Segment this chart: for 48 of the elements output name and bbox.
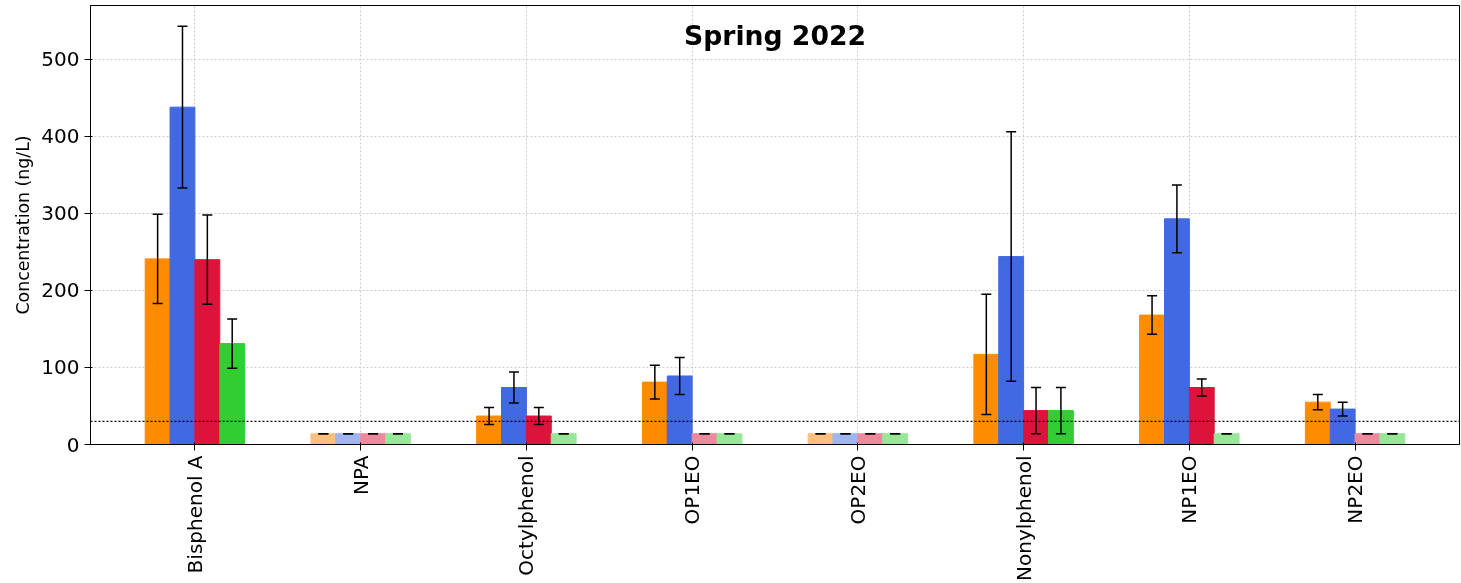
bar [1379, 433, 1406, 445]
y-tick-label: 400 [41, 124, 80, 149]
bar [385, 433, 411, 445]
y-tick-label: 100 [41, 355, 80, 380]
bar [1023, 410, 1049, 445]
bar [144, 258, 171, 445]
bar [1047, 410, 1074, 445]
bar [501, 387, 527, 445]
x-tick-label: NP1EO [1177, 455, 1202, 524]
bar [716, 433, 743, 445]
bar [641, 381, 668, 445]
bar [1188, 387, 1215, 445]
bar [1139, 314, 1165, 445]
y-tick-label: 200 [41, 278, 80, 303]
bar [310, 433, 337, 445]
bar [1329, 408, 1356, 445]
text: Spring 2022 [683, 19, 867, 51]
x-tick-label: Nonylphenol [1011, 455, 1036, 581]
bar [666, 375, 693, 445]
bar [691, 433, 718, 445]
bar [525, 415, 552, 445]
bar [1213, 433, 1240, 445]
bar [882, 433, 909, 445]
x-tick-label: Octylphenol [514, 455, 539, 576]
bar [360, 433, 387, 445]
bar [1304, 401, 1331, 445]
bar [169, 106, 196, 445]
bar [476, 415, 503, 445]
y-axis-title: Concentration (ng/L) [13, 135, 34, 315]
x-tick-label: OP1EO [680, 455, 705, 525]
bar [1354, 433, 1381, 445]
x-tick-label: Bisphenol A [182, 455, 207, 574]
x-tick-label: NP2EO [1343, 455, 1368, 524]
bar [550, 433, 577, 445]
bar [335, 433, 362, 445]
x-tick-label: OP2EO [845, 455, 870, 525]
bar [219, 343, 246, 445]
x-tick-label: NPA [348, 455, 373, 495]
bar [1163, 218, 1190, 445]
bar [807, 433, 834, 445]
bar [832, 433, 859, 445]
bar [857, 433, 884, 445]
y-tick-label: 0 [66, 432, 80, 457]
y-tick-label: 500 [41, 47, 80, 72]
bar [973, 353, 1000, 445]
bar [998, 256, 1025, 445]
y-tick-label: 300 [41, 201, 80, 226]
bar [194, 259, 221, 445]
